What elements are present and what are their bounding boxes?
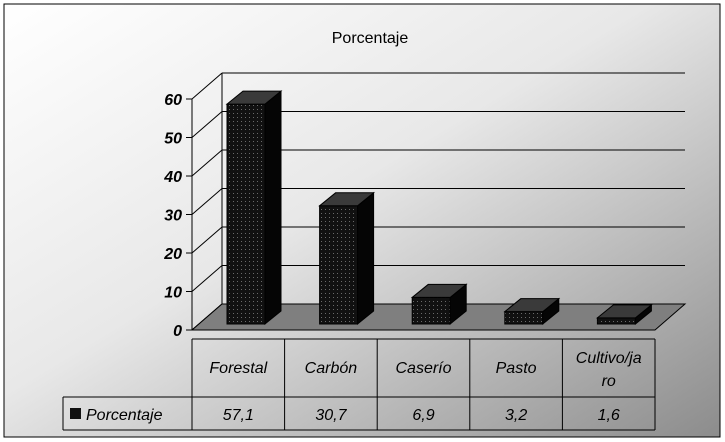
bar-front (596, 317, 636, 325)
grid-line-side (191, 265, 223, 292)
category-label: Pasto (496, 360, 537, 377)
y-tick-label: 30 (164, 208, 182, 225)
y-tick-label: 50 (164, 131, 182, 148)
legend-label: Porcentaje (86, 407, 163, 424)
bar (318, 191, 376, 326)
bar-top (595, 304, 653, 319)
bar (225, 90, 283, 326)
y-tick-label: 20 (163, 246, 182, 263)
bars (225, 90, 653, 326)
bar-top (410, 283, 468, 298)
bar-side (357, 191, 375, 326)
y-axis-ticks: 0 10 20 30 40 50 60 (163, 92, 192, 340)
category-label: Carbón (305, 360, 358, 377)
value-label: 1,6 (598, 407, 620, 424)
y-tick-label: 40 (163, 169, 182, 186)
chart-title: Porcentaje (332, 30, 409, 47)
bar-front (226, 103, 266, 325)
category-label: ro (602, 373, 616, 390)
data-table: Forestal Carbón Caserío Pasto Cultivo/ja ro 57… (62, 338, 656, 431)
value-label: 30,7 (315, 407, 347, 424)
bar-front (504, 311, 544, 325)
y-tick-label: 10 (164, 285, 182, 302)
value-label: 6,9 (412, 407, 434, 424)
bar-front (411, 296, 451, 325)
value-label: 57,1 (223, 407, 254, 424)
grid-line-side (191, 72, 223, 100)
bar-front (319, 205, 359, 325)
grid-line-side (191, 111, 223, 138)
bar (595, 303, 653, 326)
value-label: 3,2 (505, 407, 527, 424)
bar-top (318, 192, 376, 207)
bar-side (264, 90, 282, 326)
y-tick-label: 60 (164, 92, 182, 109)
bar-top (225, 90, 283, 105)
y-tick-label: 0 (173, 323, 182, 340)
category-label: Caserío (395, 360, 451, 377)
grid-line-side (191, 188, 223, 215)
category-label: Cultivo/ja (576, 350, 642, 367)
bar (503, 297, 561, 326)
grid-line-side (191, 149, 223, 177)
grid-line-side (191, 226, 223, 254)
bar-top (503, 298, 561, 313)
category-label: Forestal (209, 360, 267, 377)
legend-swatch (70, 408, 81, 419)
bar (410, 283, 468, 326)
